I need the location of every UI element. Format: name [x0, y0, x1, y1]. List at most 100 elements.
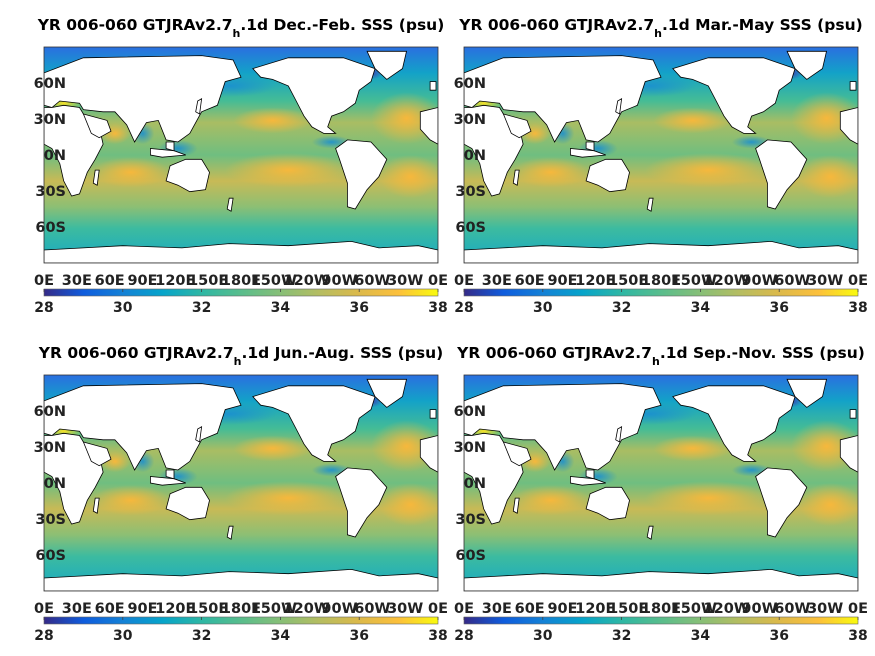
xtick-label: 180E — [221, 273, 261, 289]
xtick-label: 90E — [127, 601, 157, 617]
colorbar-tick-label: 36 — [349, 628, 368, 644]
xtick-label: 120E — [575, 273, 615, 289]
xtick-label: 60E — [515, 601, 545, 617]
land-borneo — [585, 141, 595, 152]
colorbar-tick-label: 30 — [113, 628, 133, 644]
xtick-label: 180E — [221, 601, 261, 617]
land-arabia — [502, 113, 532, 139]
south-pacific-salty — [645, 480, 772, 516]
xtick-label: 120W — [284, 601, 330, 617]
colorbar-tick-label: 34 — [691, 628, 711, 644]
land-greenland — [786, 378, 828, 408]
xtick-label: 60W — [354, 273, 390, 289]
panel-4: YR 006-060 GTJRAv2.7h.1d Sep.-Nov. SSS (… — [454, 344, 868, 644]
xtick-label: 90E — [547, 273, 577, 289]
land-madagascar — [512, 169, 520, 186]
map-frame — [463, 46, 859, 264]
north-pacific-salty — [653, 107, 732, 134]
title-main: YR 006-060 GTJRAv2.7 — [458, 16, 654, 34]
south-atlantic-salty — [798, 155, 858, 199]
xtick-label: 30E — [62, 601, 92, 617]
land-africa — [464, 432, 524, 525]
north-pacific-salty — [233, 107, 312, 134]
xtick-label: 120W — [284, 273, 330, 289]
land-new-zealand — [646, 197, 654, 212]
colorbar-tick-label: 32 — [612, 628, 631, 644]
ytick-label: 30N — [454, 112, 486, 128]
land-japan — [615, 426, 623, 443]
land-africa-west — [839, 107, 858, 145]
colorbar-tick-label: 28 — [454, 300, 473, 316]
title-main: YR 006-060 GTJRAv2.7 — [456, 344, 652, 362]
panel-title: YR 006-060 GTJRAv2.7h.1d Jun.-Aug. SSS (… — [38, 344, 443, 368]
xtick-label: 180E — [641, 273, 681, 289]
xtick-label: 60E — [95, 601, 125, 617]
colorbar-tick-label: 28 — [34, 300, 53, 316]
title-rest: .1d Sep.-Nov. SSS (psu) — [660, 344, 865, 362]
title-subscript: h — [234, 355, 242, 368]
map-frame — [463, 374, 859, 592]
ytick-label: 0N — [44, 476, 66, 492]
ytick-label: 30N — [34, 112, 66, 128]
title-rest: .1d Dec.-Feb. SSS (psu) — [240, 16, 444, 34]
land-africa — [464, 104, 524, 197]
colorbar-tick-label: 38 — [428, 628, 447, 644]
xtick-label: 60W — [774, 273, 810, 289]
land-australia — [165, 158, 210, 193]
land-indonesia — [149, 476, 186, 486]
land-eurasia — [464, 55, 662, 143]
land-greenland — [366, 50, 408, 80]
xtick-label: 30E — [482, 601, 512, 617]
land-uk — [429, 409, 437, 419]
title-subscript: h — [652, 355, 660, 368]
colorbar-tick-label: 36 — [769, 628, 788, 644]
colorbar-tick-label: 38 — [848, 300, 867, 316]
land-borneo — [165, 469, 175, 480]
ytick-label: 0N — [464, 148, 486, 164]
land-africa-west — [419, 435, 438, 473]
land-south-america — [335, 139, 388, 210]
xtick-label: 0E — [454, 601, 474, 617]
xtick-label: 120E — [155, 601, 195, 617]
north-atlantic-salty — [791, 92, 858, 145]
xtick-label: 150W — [671, 273, 717, 289]
title-main: YR 006-060 GTJRAv2.7 — [38, 344, 234, 362]
xtick-label: 90W — [321, 273, 357, 289]
south-atlantic-salty — [378, 155, 438, 199]
ytick-label: 60S — [35, 220, 66, 236]
ytick-label: 60S — [35, 548, 66, 564]
colorbar-tick-label: 38 — [428, 300, 447, 316]
xtick-label: 90W — [321, 601, 357, 617]
land-africa — [44, 104, 104, 197]
xtick-label: 120E — [575, 601, 615, 617]
colorbar — [463, 288, 859, 297]
ytick-label: 60N — [34, 404, 66, 420]
panel-title: YR 006-060 GTJRAv2.7h.1d Dec.-Feb. SSS (… — [37, 16, 445, 40]
indian-ocean-salty — [91, 485, 171, 516]
xtick-label: 60E — [95, 273, 125, 289]
ytick-label: 30N — [34, 440, 66, 456]
land-arabia — [82, 113, 112, 139]
xtick-label: 30W — [387, 273, 423, 289]
xtick-label: 120W — [704, 273, 750, 289]
title-rest: .1d Mar.-May SSS (psu) — [662, 16, 863, 34]
xtick-label: 90W — [741, 273, 777, 289]
land-uk — [429, 81, 437, 91]
colorbar — [43, 288, 439, 297]
land-madagascar — [92, 169, 100, 186]
ytick-label: 30N — [454, 440, 486, 456]
colorbar-tick-label: 30 — [533, 300, 553, 316]
north-pacific-salty — [653, 435, 732, 462]
ytick-label: 60S — [455, 548, 486, 564]
indian-ocean-salty — [91, 157, 171, 188]
south-pacific-salty — [225, 480, 352, 516]
land-indonesia — [570, 476, 606, 486]
colorbar-tick-label: 34 — [271, 628, 291, 644]
land-greenland — [786, 50, 828, 80]
ytick-label: 30S — [35, 184, 66, 200]
south-pacific-salty — [645, 152, 772, 188]
land-borneo — [165, 141, 175, 152]
land-arabia — [82, 441, 112, 467]
panel-3: YR 006-060 GTJRAv2.7h.1d Jun.-Aug. SSS (… — [34, 344, 448, 644]
